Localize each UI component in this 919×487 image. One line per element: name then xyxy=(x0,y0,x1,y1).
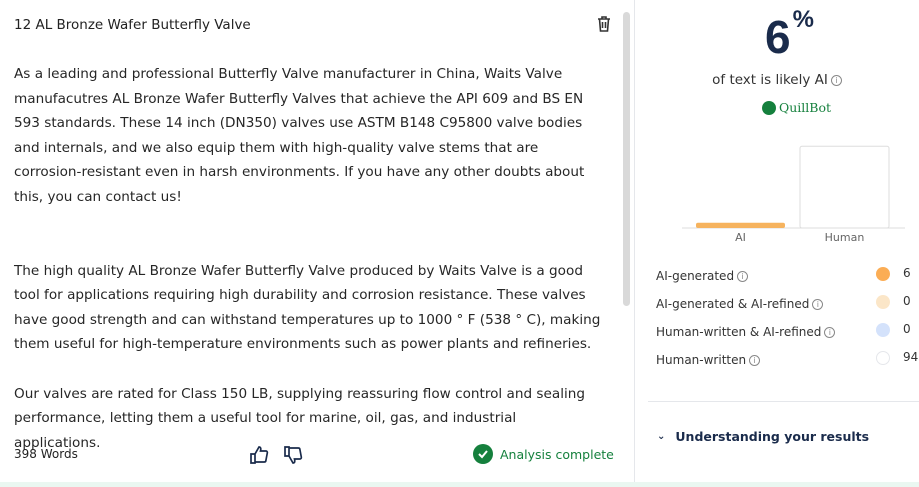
breakdown-row: Human-written i 94 xyxy=(656,346,919,374)
trash-icon[interactable] xyxy=(596,15,612,33)
legend-dot xyxy=(876,267,890,281)
x-tick-label: AI xyxy=(735,231,746,244)
breakdown-value: 0 xyxy=(903,294,911,308)
divider xyxy=(634,0,635,482)
ai-human-chart xyxy=(682,145,905,229)
breakdown-row: AI-generated & AI-refined i 0 xyxy=(656,290,919,318)
info-icon[interactable]: i xyxy=(812,298,824,310)
results-panel: 6% of text is likely AI i QuillBot AI Hum… xyxy=(635,0,919,482)
ai-percentage: 6% xyxy=(765,6,814,63)
bar-ai xyxy=(696,222,785,228)
bar-human xyxy=(799,145,890,229)
info-icon[interactable]: i xyxy=(824,326,836,338)
ai-subtitle: of text is likely AI i xyxy=(635,72,919,88)
check-circle-icon xyxy=(473,444,493,464)
breakdown-label: AI-generated & AI-refined xyxy=(656,297,810,311)
breakdown-label: Human-written & AI-refined xyxy=(656,325,822,339)
bottom-strip xyxy=(0,482,919,487)
breakdown-value: 0 xyxy=(903,322,911,336)
info-icon[interactable]: i xyxy=(737,270,749,282)
legend-dot xyxy=(876,295,890,309)
analysis-status: Analysis complete xyxy=(473,444,614,464)
status-text: Analysis complete xyxy=(500,446,614,462)
understanding-label: Understanding your results xyxy=(675,429,870,444)
thumbs-down-icon[interactable] xyxy=(282,444,304,466)
breakdown-label: Human-written xyxy=(656,353,747,367)
paragraph: Our valves are rated for Class 150 LB, s… xyxy=(14,385,586,451)
document-title: 12 AL Bronze Wafer Butterfly Valve xyxy=(14,17,251,33)
chevron-down-icon: ⌄ xyxy=(657,431,666,442)
legend-dot xyxy=(876,323,890,337)
breakdown-row: Human-written & AI-refined i 0 xyxy=(656,318,919,346)
thumbs-up-icon[interactable] xyxy=(248,444,270,466)
x-tick-label: Human xyxy=(824,231,865,244)
breakdown-row: AI-generated i 6 xyxy=(656,262,919,290)
paragraph: The high quality AL Bronze Wafer Butterf… xyxy=(14,262,601,353)
breakdown-value: 6 xyxy=(903,266,911,280)
info-icon[interactable]: i xyxy=(749,354,761,366)
understanding-results-toggle[interactable]: ⌄ Understanding your results xyxy=(657,429,869,444)
breakdown-list: AI-generated i 6 AI-generated & AI-refined i… xyxy=(656,262,919,374)
breakdown-label: AI-generated xyxy=(656,269,735,283)
scrollbar[interactable] xyxy=(623,12,630,306)
legend-dot xyxy=(876,351,890,365)
document-body[interactable]: As a leading and professional Butterfly … xyxy=(14,62,604,480)
quillbot-logo: QuillBot xyxy=(762,100,831,115)
quillbot-bot-icon xyxy=(762,100,776,115)
breakdown-value: 94 xyxy=(903,350,919,364)
info-icon[interactable]: i xyxy=(830,74,842,86)
divider xyxy=(648,401,919,402)
paragraph: As a leading and professional Butterfly … xyxy=(14,66,585,205)
word-count: 398 Words xyxy=(14,447,78,461)
text-panel: 12 AL Bronze Wafer Butterfly Valve As a … xyxy=(14,12,630,480)
